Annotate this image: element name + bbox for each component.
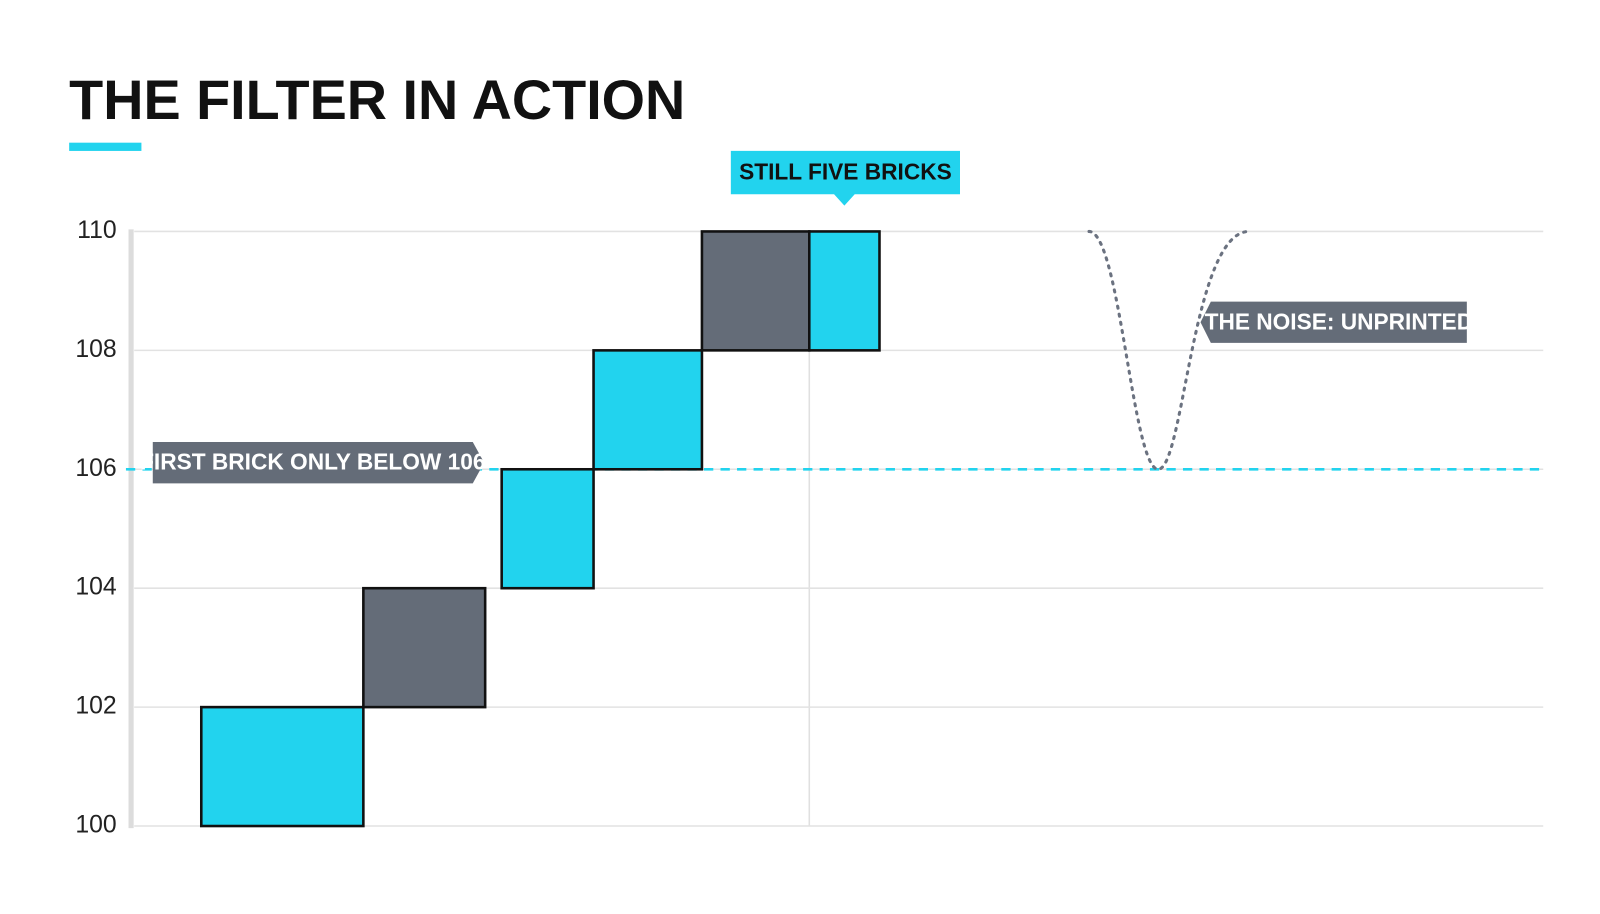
brick: [808, 230, 881, 352]
y-tick-label: 106: [75, 455, 116, 482]
y-tick-label: 110: [77, 217, 116, 244]
brick: [592, 349, 704, 471]
callout-box: [730, 150, 960, 206]
y-tick-label: 104: [75, 574, 117, 601]
brick: [200, 705, 365, 828]
callout-box: [152, 442, 485, 484]
brick: [500, 467, 595, 590]
chart-title: THE FILTER IN ACTION: [69, 69, 685, 131]
annotation: FIRST BRICK ONLY BELOW 106: [140, 449, 485, 475]
annotation: STILL FIVE BRICKS: [739, 159, 952, 185]
y-tick-label: 102: [75, 693, 116, 720]
y-tick-label: 108: [75, 336, 116, 363]
brick: [362, 586, 487, 709]
title-underline: [69, 142, 142, 151]
callout-box: [1200, 301, 1467, 343]
annotation: THE NOISE: UNPRINTED: [1205, 308, 1473, 334]
y-tick-label: 100: [75, 812, 116, 839]
brick: [700, 230, 811, 352]
